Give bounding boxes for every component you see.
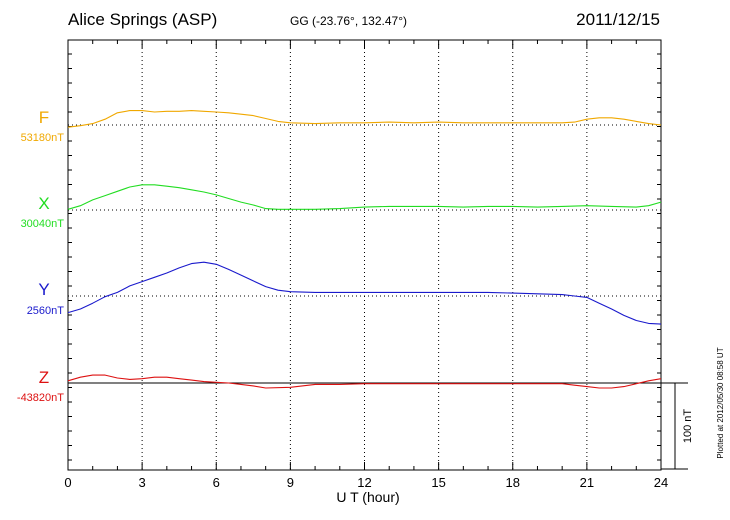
station-title: Alice Springs (ASP) xyxy=(68,10,218,29)
baseline-value-f: 53180nT xyxy=(21,132,65,144)
x-tick-label: 21 xyxy=(580,475,594,490)
date-label: 2011/12/15 xyxy=(576,10,660,29)
x-tick-label: 9 xyxy=(287,475,294,490)
baseline-value-x: 30040nT xyxy=(21,218,65,230)
series-lines xyxy=(67,110,662,389)
x-axis-label: U T (hour) xyxy=(336,489,399,505)
x-tick-label: 18 xyxy=(506,475,520,490)
x-tick-label: 3 xyxy=(139,475,146,490)
scale-bar-label: 100 nT xyxy=(682,409,694,444)
baselines xyxy=(68,124,688,384)
grid-lines xyxy=(141,40,588,470)
x-tick-label: 6 xyxy=(213,475,220,490)
series-line-x xyxy=(67,184,662,210)
plotted-note: Plotted at 2012/05/30 08:58 UT xyxy=(716,347,725,458)
axis-ticks xyxy=(67,40,662,470)
series-name-y: Y xyxy=(38,280,49,299)
series-name-f: F xyxy=(39,108,49,127)
scale-bar: 100 nT xyxy=(661,383,694,470)
x-tick-label: 12 xyxy=(357,475,371,490)
x-tick-label: 15 xyxy=(431,475,445,490)
series-labels: F 53180nT X 30040nT Y 2560nT Z -43820nT xyxy=(17,108,64,404)
series-name-z: Z xyxy=(39,368,49,387)
series-name-x: X xyxy=(38,194,49,213)
coordinates-label: GG (-23.76°, 132.47°) xyxy=(290,14,407,28)
x-tick-label: 0 xyxy=(64,475,71,490)
series-line-z xyxy=(67,374,662,389)
x-tick-label: 24 xyxy=(654,475,668,490)
series-line-y xyxy=(67,261,662,325)
x-tick-labels: 0 3 6 9 12 15 18 21 24 xyxy=(64,475,668,490)
baseline-value-y: 2560nT xyxy=(27,305,65,317)
baseline-value-z: -43820nT xyxy=(17,392,64,404)
series-line-f xyxy=(67,110,662,128)
